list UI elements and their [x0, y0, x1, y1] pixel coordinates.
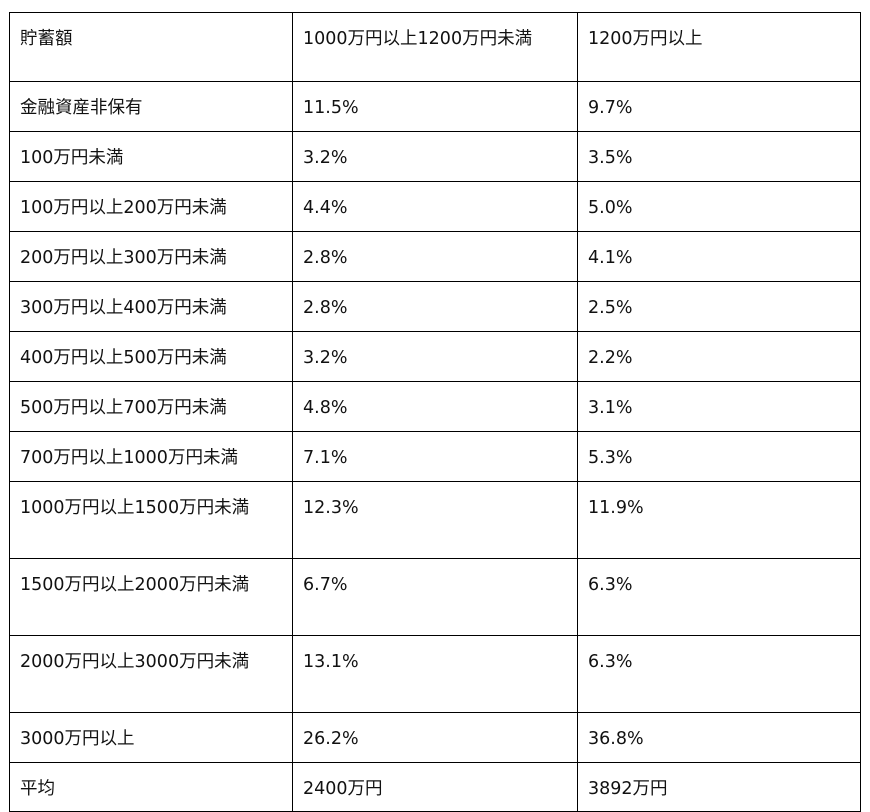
value-cell: 2.8%	[292, 231, 578, 282]
value-cell: 6.3%	[577, 635, 861, 713]
value-cell: 2400万円	[292, 762, 578, 812]
table-row: 1500万円以上2000万円未満 6.7% 6.3%	[9, 558, 861, 636]
table-row: 700万円以上1000万円未満 7.1% 5.3%	[9, 431, 861, 482]
row-label-cell: 2000万円以上3000万円未満	[9, 635, 293, 713]
table-row: 100万円未満 3.2% 3.5%	[9, 131, 861, 182]
row-label-cell: 400万円以上500万円未満	[9, 331, 293, 382]
value-cell: 3.2%	[292, 131, 578, 182]
table-row: 1000万円以上1500万円未満 12.3% 11.9%	[9, 481, 861, 559]
row-label-cell: 500万円以上700万円未満	[9, 381, 293, 432]
value-cell: 2.2%	[577, 331, 861, 382]
row-label-cell: 300万円以上400万円未満	[9, 281, 293, 332]
row-label-cell: 1500万円以上2000万円未満	[9, 558, 293, 636]
row-label-cell: 700万円以上1000万円未満	[9, 431, 293, 482]
savings-distribution-table: 貯蓄額 1000万円以上1200万円未満 1200万円以上 金融資産非保有 11…	[9, 12, 861, 812]
row-label-cell: 3000万円以上	[9, 712, 293, 763]
table-row: 500万円以上700万円未満 4.8% 3.1%	[9, 381, 861, 432]
value-cell: 4.8%	[292, 381, 578, 432]
value-cell: 3.2%	[292, 331, 578, 382]
value-cell: 3.1%	[577, 381, 861, 432]
value-cell: 3.5%	[577, 131, 861, 182]
table-row: 300万円以上400万円未満 2.8% 2.5%	[9, 281, 861, 332]
value-cell: 6.3%	[577, 558, 861, 636]
value-cell: 2.8%	[292, 281, 578, 332]
table-row: 3000万円以上 26.2% 36.8%	[9, 712, 861, 763]
value-cell: 11.5%	[292, 81, 578, 132]
row-label-cell: 金融資産非保有	[9, 81, 293, 132]
header-cell-savings-amount: 貯蓄額	[9, 12, 293, 82]
table-row: 400万円以上500万円未満 3.2% 2.2%	[9, 331, 861, 382]
value-cell: 12.3%	[292, 481, 578, 559]
row-label-cell: 100万円以上200万円未満	[9, 181, 293, 232]
header-cell-income-1000-1200: 1000万円以上1200万円未満	[292, 12, 578, 82]
table-row: 100万円以上200万円未満 4.4% 5.0%	[9, 181, 861, 232]
value-cell: 7.1%	[292, 431, 578, 482]
header-cell-income-1200-plus: 1200万円以上	[577, 12, 861, 82]
table-row: 金融資産非保有 11.5% 9.7%	[9, 81, 861, 132]
row-label-cell: 1000万円以上1500万円未満	[9, 481, 293, 559]
value-cell: 6.7%	[292, 558, 578, 636]
row-label-cell: 200万円以上300万円未満	[9, 231, 293, 282]
table-row-average: 平均 2400万円 3892万円	[9, 762, 861, 812]
row-label-cell: 100万円未満	[9, 131, 293, 182]
value-cell: 3892万円	[577, 762, 861, 812]
table-row: 2000万円以上3000万円未満 13.1% 6.3%	[9, 635, 861, 713]
table-header-row: 貯蓄額 1000万円以上1200万円未満 1200万円以上	[9, 12, 861, 82]
value-cell: 36.8%	[577, 712, 861, 763]
value-cell: 4.1%	[577, 231, 861, 282]
value-cell: 4.4%	[292, 181, 578, 232]
value-cell: 11.9%	[577, 481, 861, 559]
value-cell: 5.3%	[577, 431, 861, 482]
value-cell: 9.7%	[577, 81, 861, 132]
value-cell: 26.2%	[292, 712, 578, 763]
value-cell: 5.0%	[577, 181, 861, 232]
row-label-cell: 平均	[9, 762, 293, 812]
table-row: 200万円以上300万円未満 2.8% 4.1%	[9, 231, 861, 282]
value-cell: 13.1%	[292, 635, 578, 713]
value-cell: 2.5%	[577, 281, 861, 332]
